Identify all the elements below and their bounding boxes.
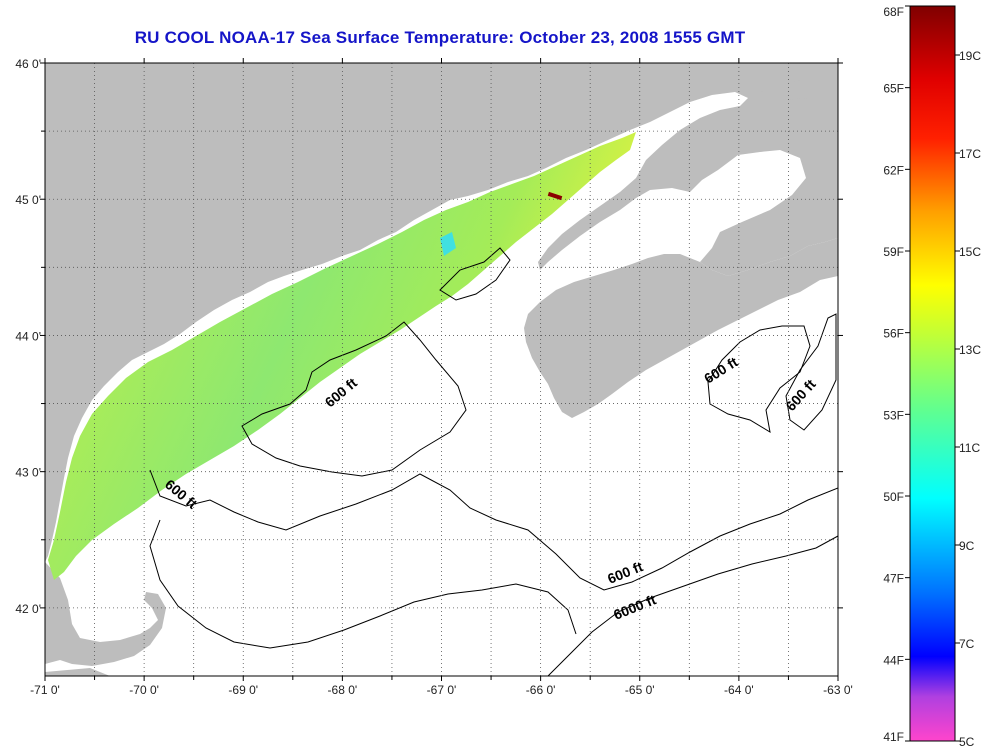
colorbar-c-label: 9C xyxy=(959,539,975,553)
contour-600ft-east2 xyxy=(785,313,837,431)
colorbar xyxy=(909,5,956,742)
lon-tick-label: -63 0' xyxy=(823,683,853,697)
land-massachusetts xyxy=(45,562,166,666)
lon-tick-label: -68 0' xyxy=(328,683,358,697)
colorbar-f-label: 62F xyxy=(883,163,904,177)
colorbar-f-label: 41F xyxy=(883,730,904,744)
colorbar-f-label: 65F xyxy=(883,82,904,96)
colorbar-f-label: 56F xyxy=(883,327,904,341)
lon-tick-label: -64 0' xyxy=(724,683,754,697)
lon-tick-label: -67 0' xyxy=(427,683,457,697)
warm-pixel-patch xyxy=(547,191,563,201)
lon-tick-label: -70 0' xyxy=(129,683,159,697)
colorbar-f-label: 53F xyxy=(883,408,904,422)
lon-tick-label: -66 0' xyxy=(526,683,556,697)
contour-600ft-channel xyxy=(439,247,511,301)
colorbar-c-label: 15C xyxy=(959,245,981,259)
contour-600ft-basin xyxy=(241,321,467,477)
colorbar-f-label: 44F xyxy=(883,653,904,667)
contour-600ft-east xyxy=(707,325,811,433)
colorbar-c-label: 13C xyxy=(959,343,981,357)
colorbar-f-label: 68F xyxy=(883,5,904,19)
lon-tick-label: -71 0' xyxy=(30,683,60,697)
colorbar-c-label: 5C xyxy=(959,735,975,749)
colorbar-c-label: 17C xyxy=(959,147,981,161)
colorbar-c-label: 7C xyxy=(959,637,975,651)
colorbar-c-label: 19C xyxy=(959,49,981,63)
lat-tick-label: 44 0' xyxy=(15,329,41,343)
lon-tick-label: -69 0' xyxy=(228,683,258,697)
graticule xyxy=(45,63,838,676)
colorbar-f-label: 59F xyxy=(883,245,904,259)
contour-6000ft xyxy=(547,535,838,676)
colorbar-c-label: 11C xyxy=(959,441,980,455)
land-islands-south xyxy=(45,668,110,676)
lat-tick-label: 42 0' xyxy=(15,602,41,616)
land-nova-scotia xyxy=(524,238,838,418)
contour-600ft-main xyxy=(149,469,838,591)
colorbar-f-label: 47F xyxy=(883,572,904,586)
lon-tick-label: -65 0' xyxy=(625,683,655,697)
cool-pixels xyxy=(440,232,456,256)
lat-tick-label: 45 0' xyxy=(15,193,41,207)
land-pei xyxy=(760,78,838,100)
page-title: RU COOL NOAA-17 Sea Surface Temperature:… xyxy=(134,28,746,47)
contour-600ft-georges xyxy=(149,519,577,649)
lat-tick-label: 46 0' xyxy=(15,57,41,71)
colorbar-f-label: 50F xyxy=(883,490,904,504)
lat-tick-label: 43 0' xyxy=(15,466,41,480)
